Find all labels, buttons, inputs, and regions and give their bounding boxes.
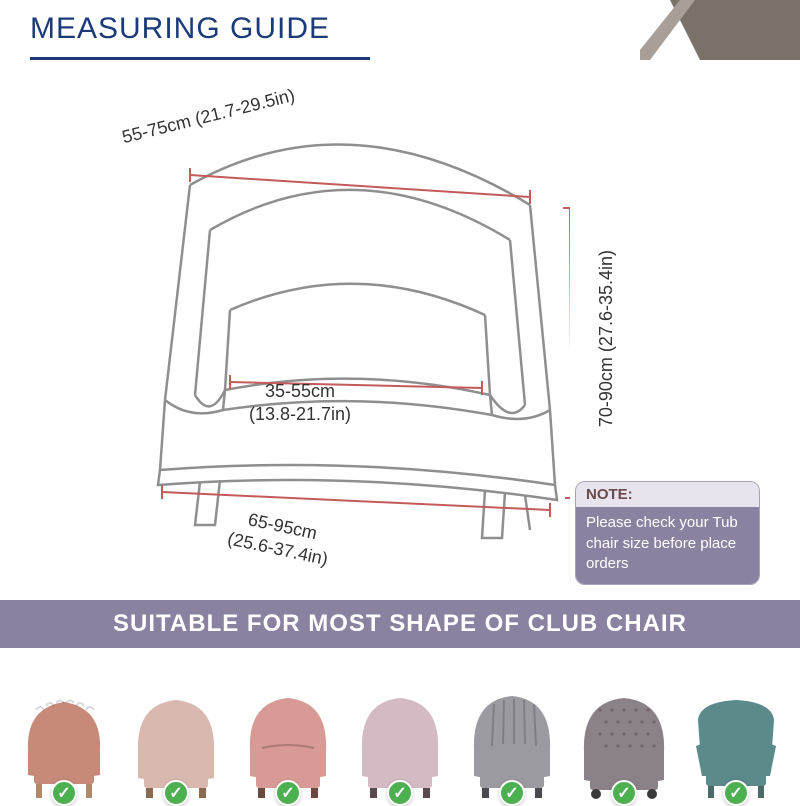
header-accent [640,0,800,60]
chair-row: ✓✓✓✓✓✓✓ [0,648,800,800]
dim-seat-in: (13.8-21.7in) [225,403,375,426]
check-icon: ✓ [275,780,301,806]
dim-height-in: (27.6-35.4in) [596,250,616,352]
chair-thumb-2: ✓ [238,670,338,800]
suitable-banner: SUITABLE FOR MOST SHAPE OF CLUB CHAIR [0,600,800,648]
chair-thumb-0: ✓ [14,670,114,800]
dim-height: 70-90cm (27.6-35.4in) [595,250,618,427]
dim-height-cm: 70-90cm [596,357,616,427]
note-body: Please check your Tub chair size before … [576,507,759,584]
chair-thumb-5: ✓ [574,670,674,800]
chair-diagram [130,90,570,560]
chair-thumb-1: ✓ [126,670,226,800]
chair-thumb-3: ✓ [350,670,450,800]
page-title: MEASURING GUIDE [30,12,330,46]
check-icon: ✓ [499,780,525,806]
note-header: NOTE: [576,482,759,507]
check-icon: ✓ [723,780,749,806]
chair-thumb-6: ✓ [686,670,786,800]
check-icon: ✓ [611,780,637,806]
check-icon: ✓ [387,780,413,806]
diagram-area: 55-75cm (21.7-29.5in) 70-90cm (27.6-35.4… [0,60,800,600]
dim-seat: 35-55cm (13.8-21.7in) [225,380,375,427]
header: MEASURING GUIDE [0,0,800,60]
check-icon: ✓ [163,780,189,806]
note-box: NOTE: Please check your Tub chair size b… [575,481,760,585]
dim-seat-cm: 35-55cm [225,380,375,403]
check-icon: ✓ [51,780,77,806]
chair-thumb-4: ✓ [462,670,562,800]
